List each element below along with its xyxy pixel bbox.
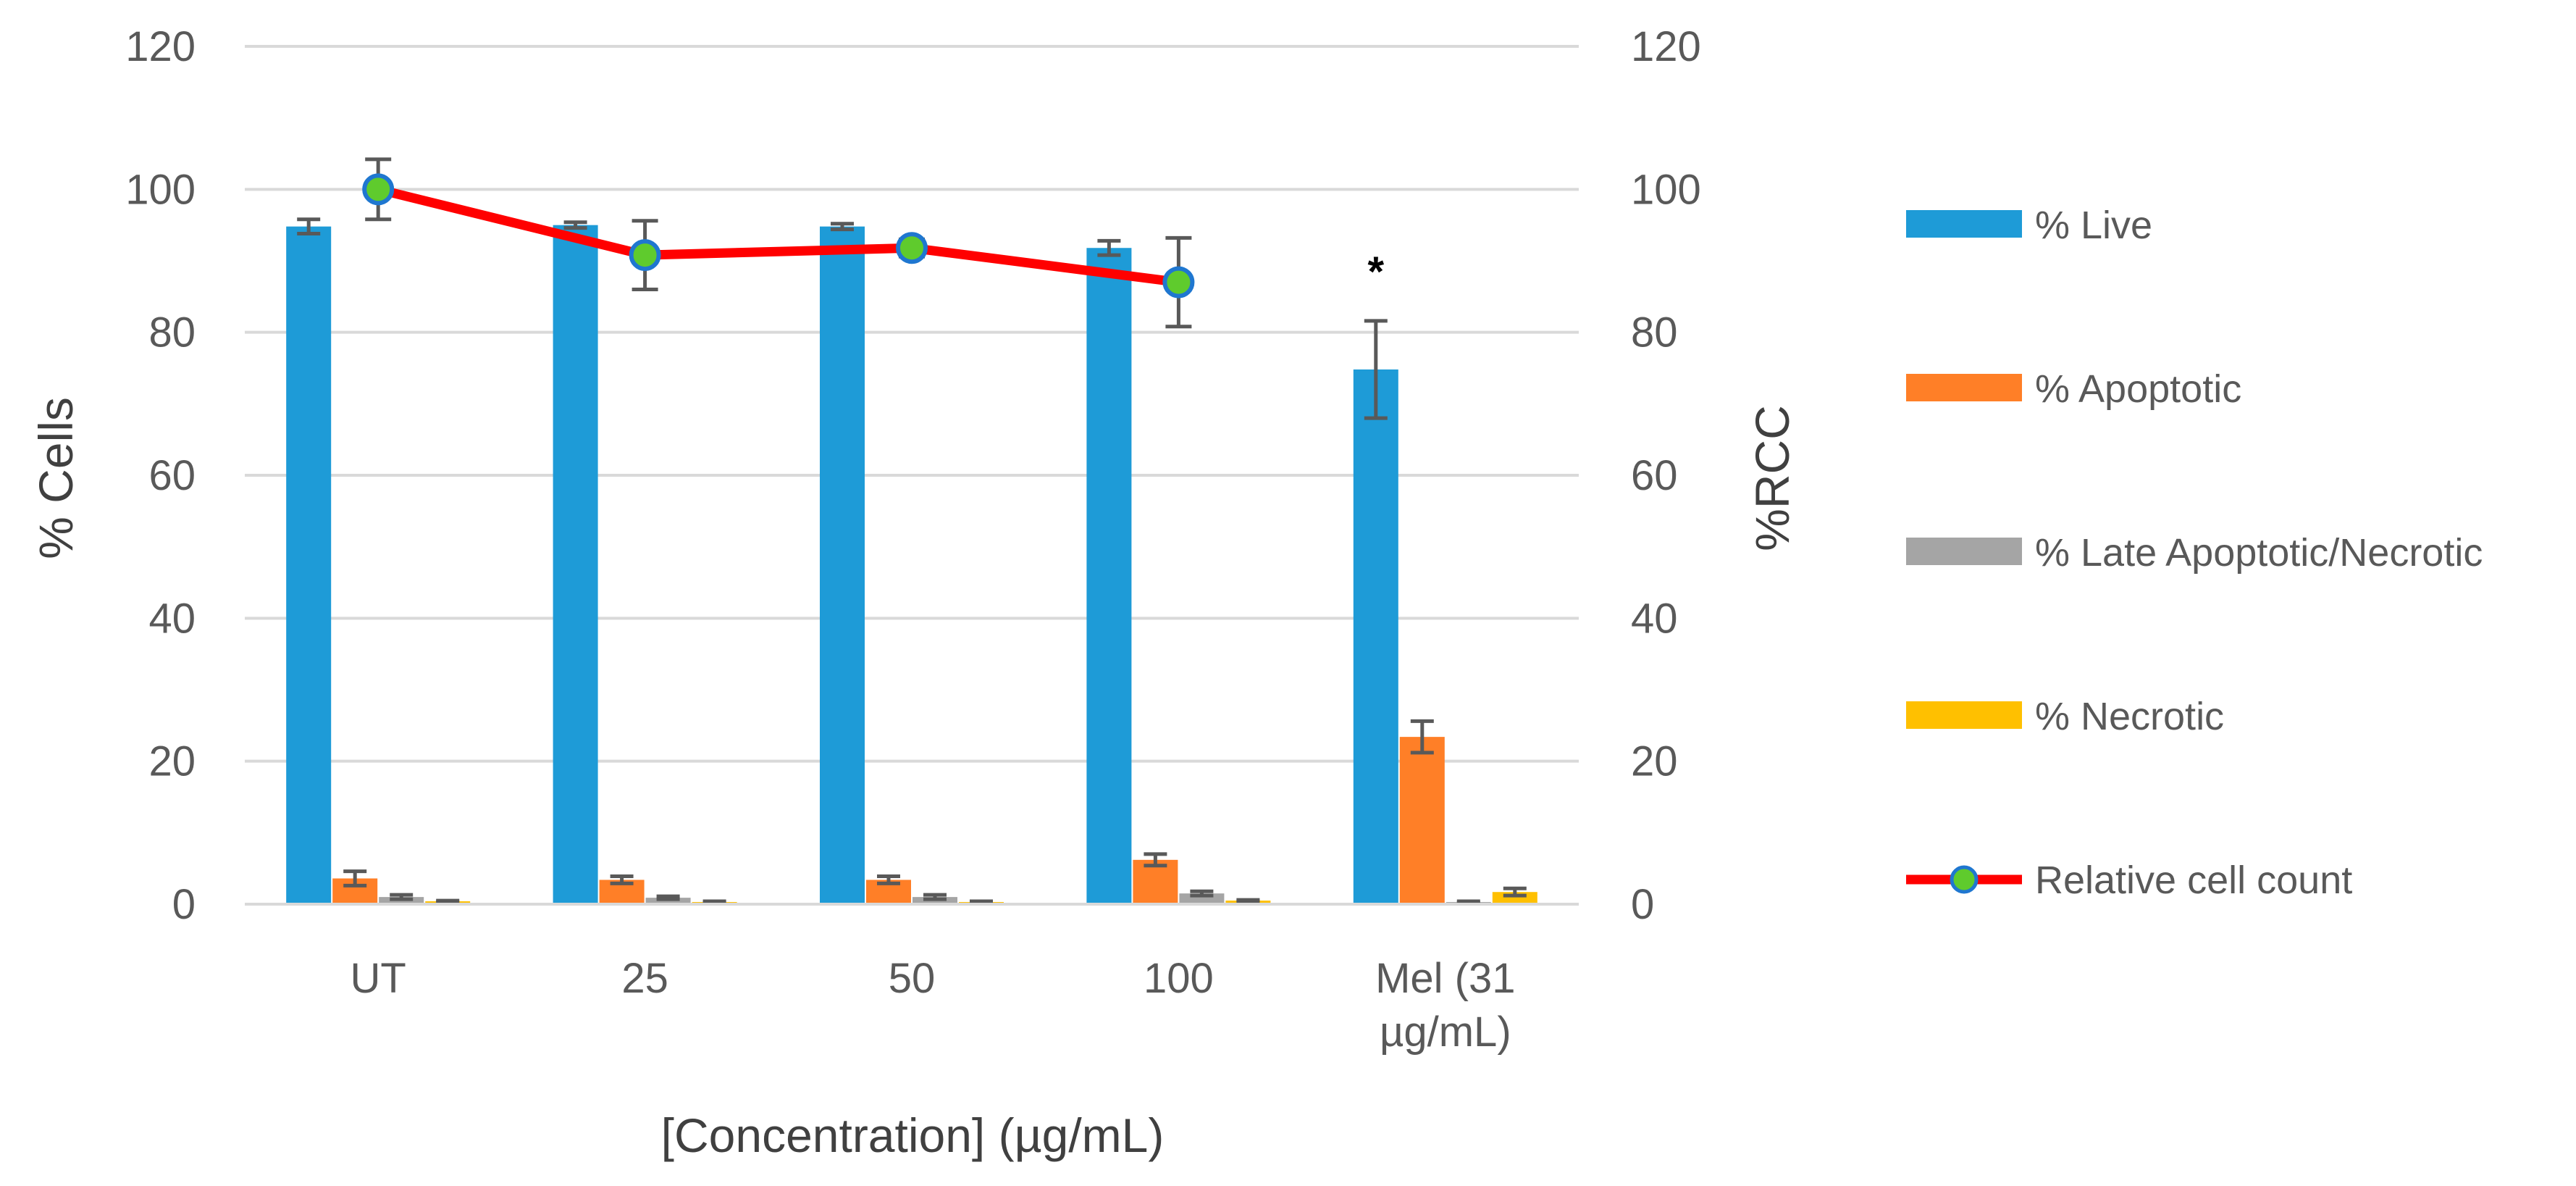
legend-item: % Late Apoptotic/Necrotic	[1906, 531, 2483, 575]
legend-swatch	[1906, 538, 2022, 565]
y-tick-label: 20	[148, 738, 196, 785]
y-tick-label: 60	[148, 452, 196, 499]
bar	[1399, 737, 1445, 904]
bar-error-bar	[610, 874, 634, 885]
rcc-point	[629, 239, 661, 272]
bar-error-bar	[1456, 899, 1480, 905]
x-tick-label: UT	[351, 955, 406, 1002]
bar-error-bar	[1503, 886, 1527, 898]
rcc-point	[1162, 266, 1195, 298]
bar-error-bar	[1410, 719, 1434, 755]
bar-error-bar	[970, 899, 993, 905]
bar-error-bar	[1144, 852, 1167, 868]
bar-error-bars	[297, 217, 1527, 905]
bar-error-bar	[436, 898, 460, 904]
bar-error-bar	[831, 222, 854, 232]
bar	[1353, 369, 1398, 904]
x-tick-label: 50	[889, 955, 936, 1002]
legend-swatch	[1906, 701, 2022, 729]
y-tick-label: 0	[172, 881, 196, 928]
y2-tick-label: 40	[1631, 595, 1678, 642]
legend-item: % Apoptotic	[1906, 367, 2241, 411]
legend-marker	[1950, 865, 1979, 894]
legend-swatch	[1906, 374, 2022, 401]
bar-error-bar	[702, 899, 726, 905]
left-axis-ticks: 0 20 40 60 80 100 120	[125, 23, 196, 928]
x-axis-title: [Concentration] (µg/mL)	[661, 1108, 1165, 1162]
bar-error-bar	[656, 894, 680, 901]
y2-tick-label: 80	[1631, 309, 1678, 356]
x-tick-label: Mel (31 µg/mL)	[1375, 955, 1515, 1056]
legend-label: % Necrotic	[2035, 695, 2224, 738]
bar	[286, 226, 332, 904]
bar-error-bar	[563, 220, 587, 230]
y-axis-title: % Cells	[29, 397, 83, 559]
y-tick-label: 120	[125, 23, 196, 70]
bar-error-bar	[1097, 238, 1121, 257]
bar	[553, 225, 598, 905]
y-tick-label: 100	[125, 166, 196, 213]
rcc-point	[362, 173, 395, 206]
rcc-point	[896, 232, 928, 264]
bar	[1086, 248, 1132, 904]
legend-item: % Live	[1906, 204, 2152, 247]
legend-label: Relative cell count	[2035, 859, 2352, 902]
bar-error-bar	[1364, 319, 1388, 420]
bar-series	[286, 225, 1537, 905]
legend-item: % Necrotic	[1906, 695, 2224, 738]
bar-error-bar	[343, 869, 367, 888]
legend: % Live % Apoptotic % Late Apoptotic/Necrot…	[1906, 204, 2483, 902]
rcc-line	[377, 185, 1180, 288]
y2-axis-title: %RCC	[1745, 405, 1799, 551]
x-tick-label: 25	[621, 955, 668, 1002]
bar-error-bar	[390, 893, 414, 901]
legend-label: % Apoptotic	[2035, 367, 2241, 411]
legend-label: % Late Apoptotic/Necrotic	[2035, 531, 2483, 575]
y-tick-label: 40	[148, 595, 196, 642]
y2-tick-label: 120	[1631, 23, 1701, 70]
significance-marker: *	[1368, 249, 1385, 296]
y-tick-label: 80	[148, 309, 196, 356]
y2-tick-label: 0	[1631, 881, 1654, 928]
bar-error-bar	[923, 893, 947, 901]
bar-error-bar	[1236, 898, 1260, 903]
y2-tick-label: 60	[1631, 452, 1678, 499]
bar	[820, 226, 865, 904]
y2-tick-label: 100	[1631, 166, 1701, 213]
bar-error-bar	[877, 874, 900, 885]
legend-swatch	[1906, 210, 2022, 238]
x-axis-tick-labels: UT 25 50 100 Mel (31 µg/mL)	[351, 955, 1516, 1056]
x-tick-label: 100	[1144, 955, 1214, 1002]
legend-label: % Live	[2035, 204, 2152, 247]
y2-tick-label: 20	[1631, 738, 1678, 785]
bar-error-bar	[297, 217, 321, 236]
right-axis-ticks: 0 20 40 60 80 100 120	[1631, 23, 1701, 928]
relative-cell-count-line	[362, 157, 1195, 329]
bar-error-bar	[1190, 889, 1214, 898]
legend-item: Relative cell count	[1906, 859, 2352, 902]
